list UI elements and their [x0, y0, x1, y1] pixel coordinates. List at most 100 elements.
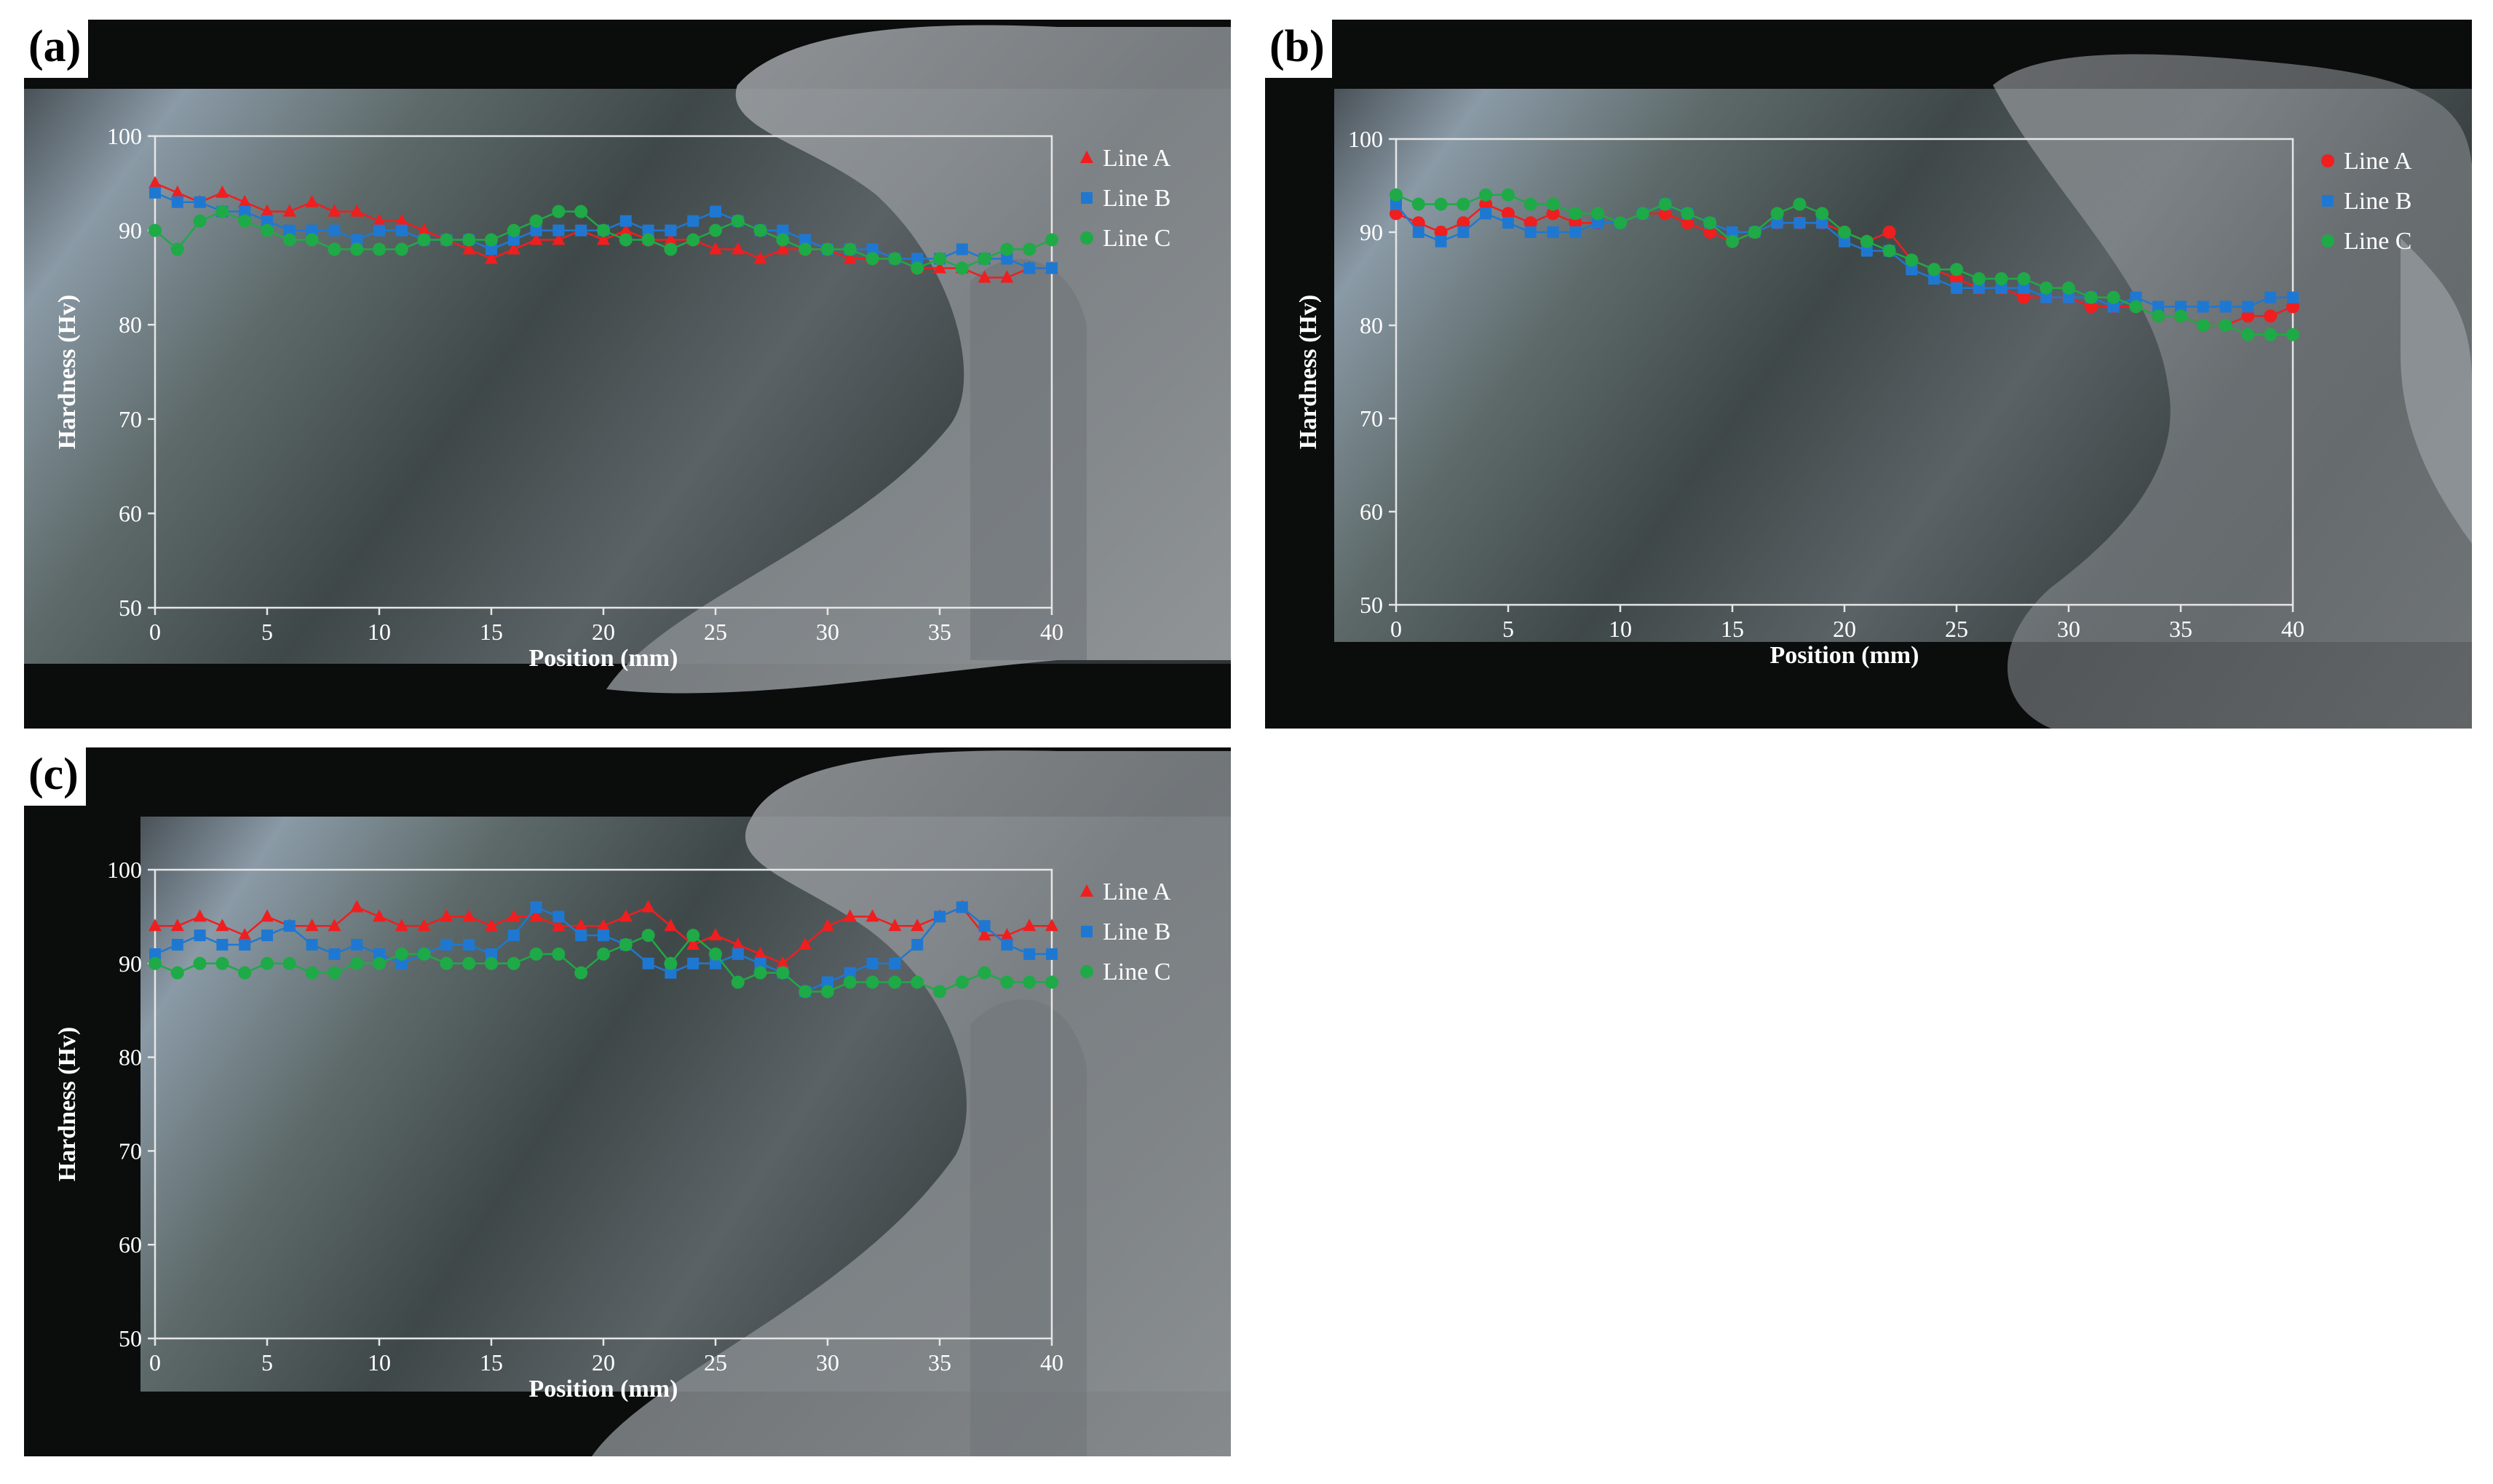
data-point	[574, 966, 588, 980]
data-point	[933, 985, 946, 999]
y-tick-label: 50	[119, 1325, 142, 1352]
data-point	[1951, 282, 1962, 294]
data-point	[888, 918, 902, 932]
data-point	[1681, 216, 1695, 230]
data-point	[641, 233, 655, 247]
data-point	[171, 196, 183, 208]
data-point	[1390, 207, 1403, 221]
chart-c: 50 60 70 80 90 100 0 5 10 15 20 25 30 35 40 Position (m…	[24, 747, 1231, 1456]
data-point	[731, 975, 745, 989]
data-point	[373, 242, 386, 256]
data-point	[305, 918, 319, 932]
data-point	[529, 232, 543, 245]
data-point	[328, 242, 341, 256]
data-point	[978, 966, 991, 980]
y-tick-label: 70	[1360, 405, 1383, 432]
x-tick-label: 5	[1502, 616, 1514, 642]
data-point	[1046, 948, 1058, 960]
x-tick-label: 30	[816, 1349, 839, 1376]
data-point	[350, 204, 364, 217]
x-axis-title: Position (mm)	[529, 1376, 678, 1402]
data-point	[283, 920, 296, 932]
data-point	[665, 224, 677, 237]
data-point	[2241, 328, 2255, 341]
data-point	[1001, 939, 1013, 951]
data-point	[194, 196, 206, 208]
data-point	[1502, 207, 1515, 221]
data-point	[2129, 300, 2143, 314]
data-point	[687, 957, 699, 969]
data-point	[1569, 216, 1582, 230]
data-point	[1860, 245, 1873, 257]
data-point	[149, 186, 161, 199]
data-point	[1411, 216, 1425, 230]
data-point	[462, 233, 476, 247]
legend-entry: Line B	[2322, 188, 2411, 215]
x-tick-label: 0	[1390, 616, 1402, 642]
data-point	[597, 223, 610, 237]
data-point	[1973, 282, 1985, 294]
legend-label: Line C	[1103, 959, 1170, 985]
data-point	[507, 234, 520, 246]
data-point	[305, 966, 319, 980]
data-point	[1479, 197, 1493, 211]
x-tick-label: 10	[1609, 616, 1632, 642]
data-point	[978, 928, 991, 941]
data-point	[417, 947, 431, 961]
data-point	[2017, 290, 2031, 304]
data-point	[798, 985, 812, 999]
data-point	[597, 232, 610, 245]
data-point	[777, 224, 789, 237]
data-point	[911, 918, 924, 932]
y-axis-title: Hardness (Hv)	[54, 295, 81, 450]
data-point	[351, 234, 363, 246]
legend-entry: Line B	[1081, 185, 1170, 212]
data-point	[1045, 918, 1058, 932]
data-point	[1045, 975, 1058, 989]
data-point	[731, 242, 745, 255]
data-point	[911, 261, 924, 275]
series-line-a	[148, 900, 1058, 969]
data-point	[261, 223, 274, 237]
data-point	[574, 205, 588, 218]
data-point	[1000, 242, 1014, 256]
data-point	[2017, 272, 2031, 285]
data-point	[1727, 226, 1738, 238]
data-point	[955, 975, 969, 989]
data-point	[2152, 309, 2165, 323]
data-point	[149, 948, 161, 960]
data-point	[1726, 234, 1739, 248]
data-point	[753, 251, 767, 264]
data-point	[753, 223, 767, 237]
data-point	[641, 929, 655, 943]
data-point	[2241, 309, 2255, 323]
data-point	[1569, 207, 1582, 221]
panel-label: (c)	[24, 747, 86, 806]
data-point	[687, 215, 699, 227]
data-point	[2219, 319, 2232, 332]
legend-label: Line C	[1103, 225, 1170, 252]
data-point	[261, 909, 274, 922]
data-point	[1681, 207, 1695, 221]
data-point	[2219, 301, 2232, 313]
data-point	[1928, 273, 1941, 285]
data-point	[328, 224, 341, 237]
legend-marker	[1080, 231, 1093, 245]
data-point	[1839, 235, 1850, 247]
data-point	[2040, 291, 2053, 303]
data-point	[1023, 262, 1036, 274]
data-point	[463, 939, 475, 951]
legend-label: Line A	[1103, 145, 1171, 172]
data-point	[1434, 197, 1448, 211]
data-point	[485, 233, 498, 247]
data-point	[552, 232, 566, 245]
data-point	[664, 918, 678, 932]
data-point	[2197, 301, 2209, 313]
data-point	[283, 224, 296, 237]
legend-marker	[1080, 151, 1093, 163]
data-point	[239, 939, 251, 951]
data-point	[170, 185, 184, 198]
y-tick-label: 90	[119, 951, 142, 977]
y-tick-label: 90	[119, 218, 142, 244]
data-point	[843, 975, 857, 989]
